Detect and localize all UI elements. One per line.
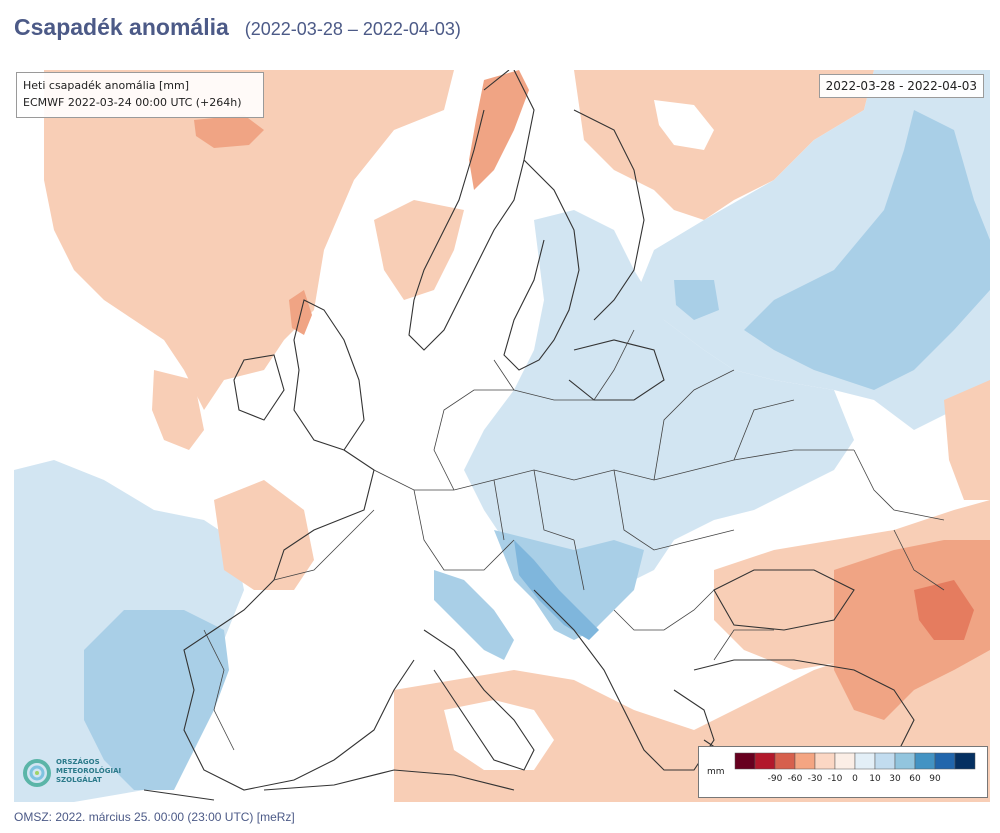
- page-header: Csapadék anomália (2022-03-28 – 2022-04-…: [14, 14, 461, 54]
- anomaly-area-barents: [574, 70, 874, 220]
- legend-tick-label: 10: [869, 774, 881, 784]
- coastline-balkans-greece: [533, 589, 715, 771]
- legend-swatch: [854, 752, 876, 770]
- anomaly-area-iceland-dark: [194, 115, 264, 148]
- legend-tick-label: 90: [929, 774, 941, 784]
- legend-swatch: [934, 752, 956, 770]
- anomaly-area-norway-coast: [469, 70, 529, 190]
- anomaly-area-barents-white: [654, 100, 714, 150]
- legend-swatch: [954, 752, 976, 770]
- color-legend: mm -90 -60 -30 -10 0 10 30 60 90: [698, 746, 988, 798]
- legend-swatch: [754, 752, 776, 770]
- coastline-france-iberia: [183, 449, 415, 791]
- anomaly-area-italy-blue: [434, 570, 514, 660]
- legend-tick-label: -60: [788, 774, 803, 784]
- anomaly-area-med-white: [444, 700, 554, 770]
- logo-line3: SZOLGÁLAT: [56, 776, 102, 784]
- coastline-scandinavia: [408, 70, 535, 351]
- omsz-logo-text: ORSZÁGOS METEOROLÓGIAI SZOLGÁLAT: [56, 758, 121, 785]
- logo-line2: METEOROLÓGIAI: [56, 767, 122, 775]
- legend-swatch: [814, 752, 836, 770]
- date-range-subtitle: (2022-03-28 – 2022-04-03): [244, 19, 461, 39]
- map-info-title: Heti csapadék anomália [mm]: [23, 79, 190, 92]
- legend-tick-label: -30: [808, 774, 823, 784]
- legend-tick-label: -90: [768, 774, 783, 784]
- anomaly-area-atlantic-north: [44, 70, 454, 410]
- anomaly-area-central-europe-blue: [464, 210, 854, 590]
- legend-unit: mm: [707, 767, 725, 777]
- legend-swatch: [734, 752, 756, 770]
- page-title: Csapadék anomália: [14, 14, 229, 40]
- omsz-swirl-logo-icon: [23, 759, 51, 787]
- anomaly-area-adriatic-midblue: [514, 540, 599, 640]
- anomaly-area-iberia-blue: [84, 610, 229, 790]
- legend-tick-label: -10: [828, 774, 843, 784]
- legend-swatch: [774, 752, 796, 770]
- coastline-italy: [423, 629, 535, 771]
- coastline-finland: [573, 109, 645, 321]
- legend-swatch: [794, 752, 816, 770]
- legend-tick-label: 60: [909, 774, 921, 784]
- omsz-logo: ORSZÁGOS METEOROLÓGIAI SZOLGÁLAT: [22, 756, 142, 796]
- anomaly-area-caucasus-dark: [914, 580, 974, 640]
- anomaly-area-atlantic-west: [152, 370, 204, 450]
- logo-line1: ORSZÁGOS: [56, 758, 100, 766]
- legend-swatch: [914, 752, 936, 770]
- legend-swatch: [874, 752, 896, 770]
- map-date-box: 2022-03-28 - 2022-04-03: [818, 74, 984, 98]
- anomaly-area-norway-light: [374, 200, 464, 300]
- legend-swatch: [834, 752, 856, 770]
- coastline-black-sea: [713, 569, 855, 631]
- legend-swatch: [894, 752, 916, 770]
- coastlines: [143, 70, 915, 801]
- map-canvas: [14, 70, 990, 802]
- anomaly-area-france-orange: [214, 480, 314, 590]
- legend-tick-label: 30: [889, 774, 901, 784]
- map-info-model: ECMWF 2022-03-24 00:00 UTC (+264h): [23, 96, 242, 109]
- coastline-north-africa: [143, 769, 515, 801]
- legend-tick-label: 0: [852, 774, 858, 784]
- anomaly-area-caspian-orange: [944, 380, 990, 500]
- anomaly-area-baltic-blue: [674, 280, 719, 320]
- legend-scale: -90 -60 -30 -10 0 10 30 60 90: [734, 752, 976, 784]
- map-info-box: Heti csapadék anomália [mm] ECMWF 2022-0…: [16, 72, 264, 118]
- anomaly-map: Heti csapadék anomália [mm] ECMWF 2022-0…: [14, 70, 990, 802]
- footer-credit: OMSZ: 2022. március 25. 00:00 (23:00 UTC…: [14, 810, 295, 824]
- coastline-sweden-finland: [503, 159, 580, 371]
- anomaly-area-russia-blue: [744, 110, 990, 390]
- country-borders: [203, 329, 945, 751]
